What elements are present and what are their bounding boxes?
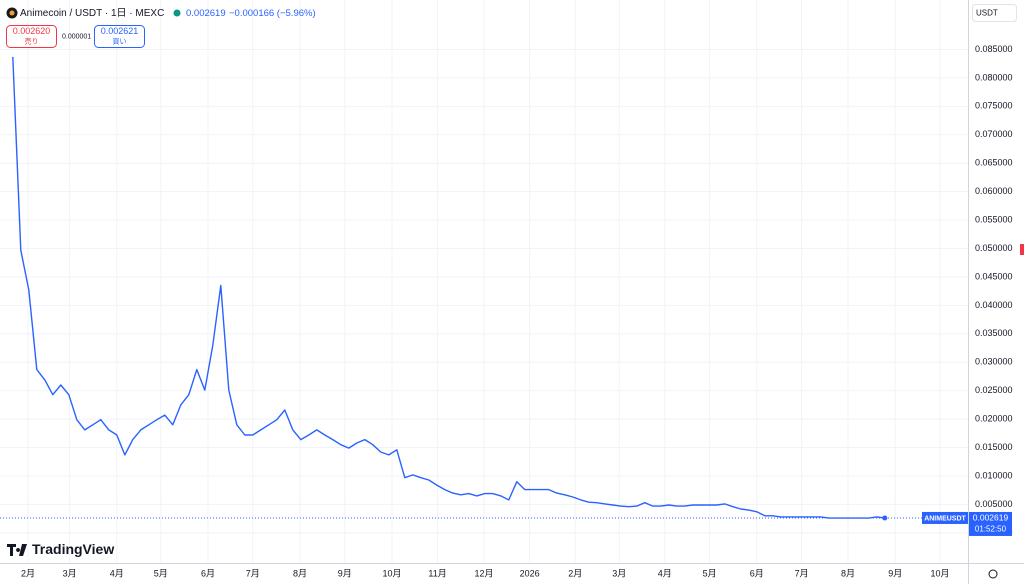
y-tick-label: 0.005000 (975, 499, 1013, 509)
x-tick-label: 4月 (110, 568, 124, 578)
y-tick-label: 0.055000 (975, 214, 1013, 224)
y-tick-label: 0.040000 (975, 300, 1013, 310)
price-badge-countdown: 01:52:50 (975, 525, 1007, 534)
plot (0, 56, 968, 521)
x-tick-label: 3月 (612, 568, 626, 578)
symbol-badge-text: ANIMEUSDT (924, 515, 966, 522)
y-tick-label: 0.035000 (975, 328, 1013, 338)
sell-price: 0.002620 (13, 26, 51, 36)
y-tick-label: 0.070000 (975, 129, 1013, 139)
price-change: −0.000166 (−5.96%) (229, 8, 316, 19)
x-tick-label: 2026 (520, 568, 540, 578)
x-tick-label: 4月 (658, 568, 672, 578)
sell-label: 売り (25, 36, 39, 45)
y-tick-label: 0.030000 (975, 357, 1013, 367)
market-status (173, 9, 181, 17)
buy-button[interactable] (94, 25, 145, 48)
x-tick-label: 8月 (841, 568, 855, 578)
buy-price: 0.002621 (101, 26, 139, 36)
y-tick-label: 0.080000 (975, 72, 1013, 82)
x-tick-label: 9月 (338, 568, 352, 578)
time-axis: 2月 3月 4月 5月 6月 7月 8月 9月 10月 11月 12月 2026 2月 3月 4月 5月 6月 7… (21, 568, 950, 578)
x-tick-label: 6月 (750, 568, 764, 578)
y-tick-label: 0.060000 (975, 186, 1013, 196)
x-tick-label: 10月 (930, 568, 949, 578)
price-badge-price: 0.002619 (973, 513, 1009, 523)
settings-icon[interactable] (988, 569, 998, 579)
spread: 0.000001 (62, 33, 91, 40)
last-price: 0.002619 (186, 8, 226, 19)
y-tick-label: 0.050000 (975, 243, 1013, 253)
x-tick-label: 9月 (888, 568, 902, 578)
x-tick-label: 7月 (795, 568, 809, 578)
coin-logo-inner (9, 10, 15, 16)
symbol-badge (922, 511, 968, 524)
x-tick-label: 2月 (21, 568, 35, 578)
x-tick-label: 5月 (154, 568, 168, 578)
sell-button[interactable] (6, 25, 57, 48)
brand-icon (7, 544, 27, 556)
y-tick-label: 0.010000 (975, 470, 1013, 480)
symbol-title[interactable]: Animecoin / USDT · 1日 · MEXC (20, 8, 164, 19)
price-badge-box (969, 511, 1012, 536)
x-tick-label: 6月 (201, 568, 215, 578)
x-tick-label: 5月 (703, 568, 717, 578)
x-tick-label: 3月 (63, 568, 77, 578)
price-line (12, 56, 885, 519)
y-tick-label: 0.020000 (975, 413, 1013, 423)
x-tick-label: 8月 (293, 568, 307, 578)
grid (0, 0, 968, 563)
x-tick-label: 10月 (382, 568, 401, 578)
price-badge: ANIMEUSDT 0.002619 01:52:50 (922, 511, 1012, 536)
currency-button[interactable] (972, 4, 1017, 22)
alert-marker (1020, 244, 1024, 255)
price-axis: 0.0000000.0050000.0100000.0150000.020000… (975, 44, 1013, 537)
y-tick-label: 0.075000 (975, 101, 1013, 111)
last-price-dot (882, 515, 888, 521)
x-tick-label: 12月 (474, 568, 493, 578)
x-tick-label: 7月 (246, 568, 260, 578)
currency: USDT (976, 9, 998, 18)
brand-name: TradingView (32, 541, 114, 557)
buy-label: 買い (113, 37, 127, 45)
y-tick-label: 0.065000 (975, 158, 1013, 168)
x-tick-label: 2月 (568, 568, 582, 578)
y-tick-label: 0.025000 (975, 385, 1013, 395)
y-tick-label: 0.085000 (975, 44, 1013, 54)
y-tick-label: 0.045000 (975, 271, 1013, 281)
y-tick-label: 0.015000 (975, 442, 1013, 452)
brand-logo: TradingView (7, 541, 114, 557)
x-tick-label: 11月 (428, 568, 446, 578)
